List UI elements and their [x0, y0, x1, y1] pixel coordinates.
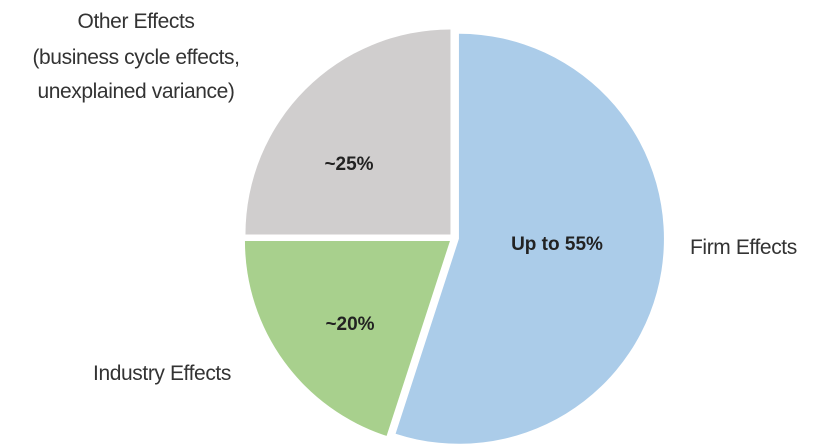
data-label-industry: ~20% — [325, 314, 374, 335]
category-label-other: Other Effects — [78, 10, 195, 33]
data-label-other: ~25% — [324, 154, 373, 175]
category-label-firm: Firm Effects — [690, 236, 797, 259]
category-note-other-line1: (business cycle effects, — [32, 46, 239, 69]
pie-slice-industry — [244, 240, 450, 436]
pie-slice-other — [245, 29, 451, 235]
category-note-other-line2: unexplained variance) — [37, 80, 234, 103]
category-label-industry: Industry Effects — [93, 362, 231, 385]
pie-slices — [244, 29, 664, 444]
pie-slice-firm — [395, 33, 664, 444]
data-label-firm: Up to 55% — [511, 234, 603, 255]
